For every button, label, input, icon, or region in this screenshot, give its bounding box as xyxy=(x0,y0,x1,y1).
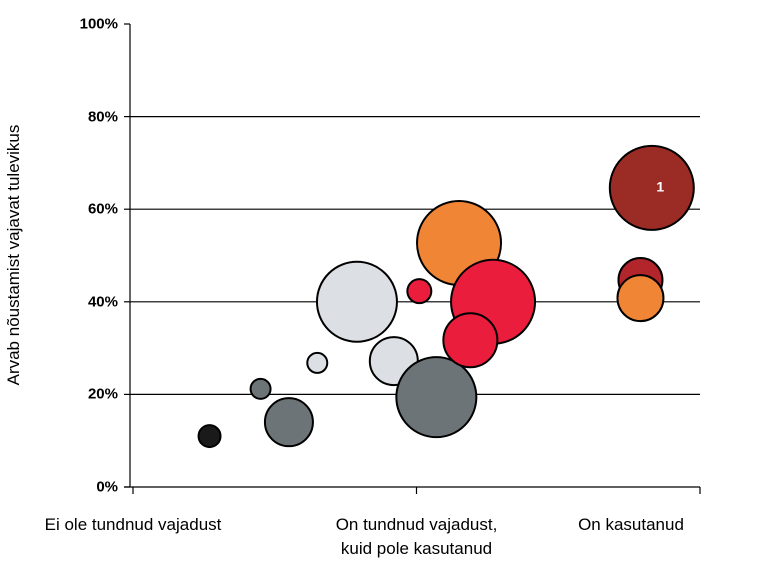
bubble xyxy=(197,424,222,449)
y-tick-label: 80% xyxy=(87,108,118,126)
x-tick-label: On kasutanud xyxy=(578,515,684,534)
bubble xyxy=(442,312,499,369)
bubble xyxy=(406,278,433,305)
bubble xyxy=(608,144,695,231)
y-tick-label: 40% xyxy=(87,293,118,311)
x-tick-label: Ei ole tundnud vajadust xyxy=(44,515,222,534)
bubble xyxy=(315,260,398,343)
y-tick-label: 0% xyxy=(96,478,118,496)
bubble xyxy=(395,356,478,439)
y-tick-label: 60% xyxy=(87,200,118,218)
x-tick-label: On tundnud vajadust, kuid pole kasutanud xyxy=(335,515,498,558)
bubble xyxy=(263,397,314,448)
y-tick-label: 20% xyxy=(87,385,118,403)
y-axis-label: Arvab nõustamist vajavat tulevikus xyxy=(4,124,23,386)
annotation: 1 xyxy=(656,179,664,195)
bubble xyxy=(616,274,665,323)
bubble xyxy=(249,377,272,400)
y-tick-label: 100% xyxy=(79,15,118,33)
bubble xyxy=(306,351,329,374)
